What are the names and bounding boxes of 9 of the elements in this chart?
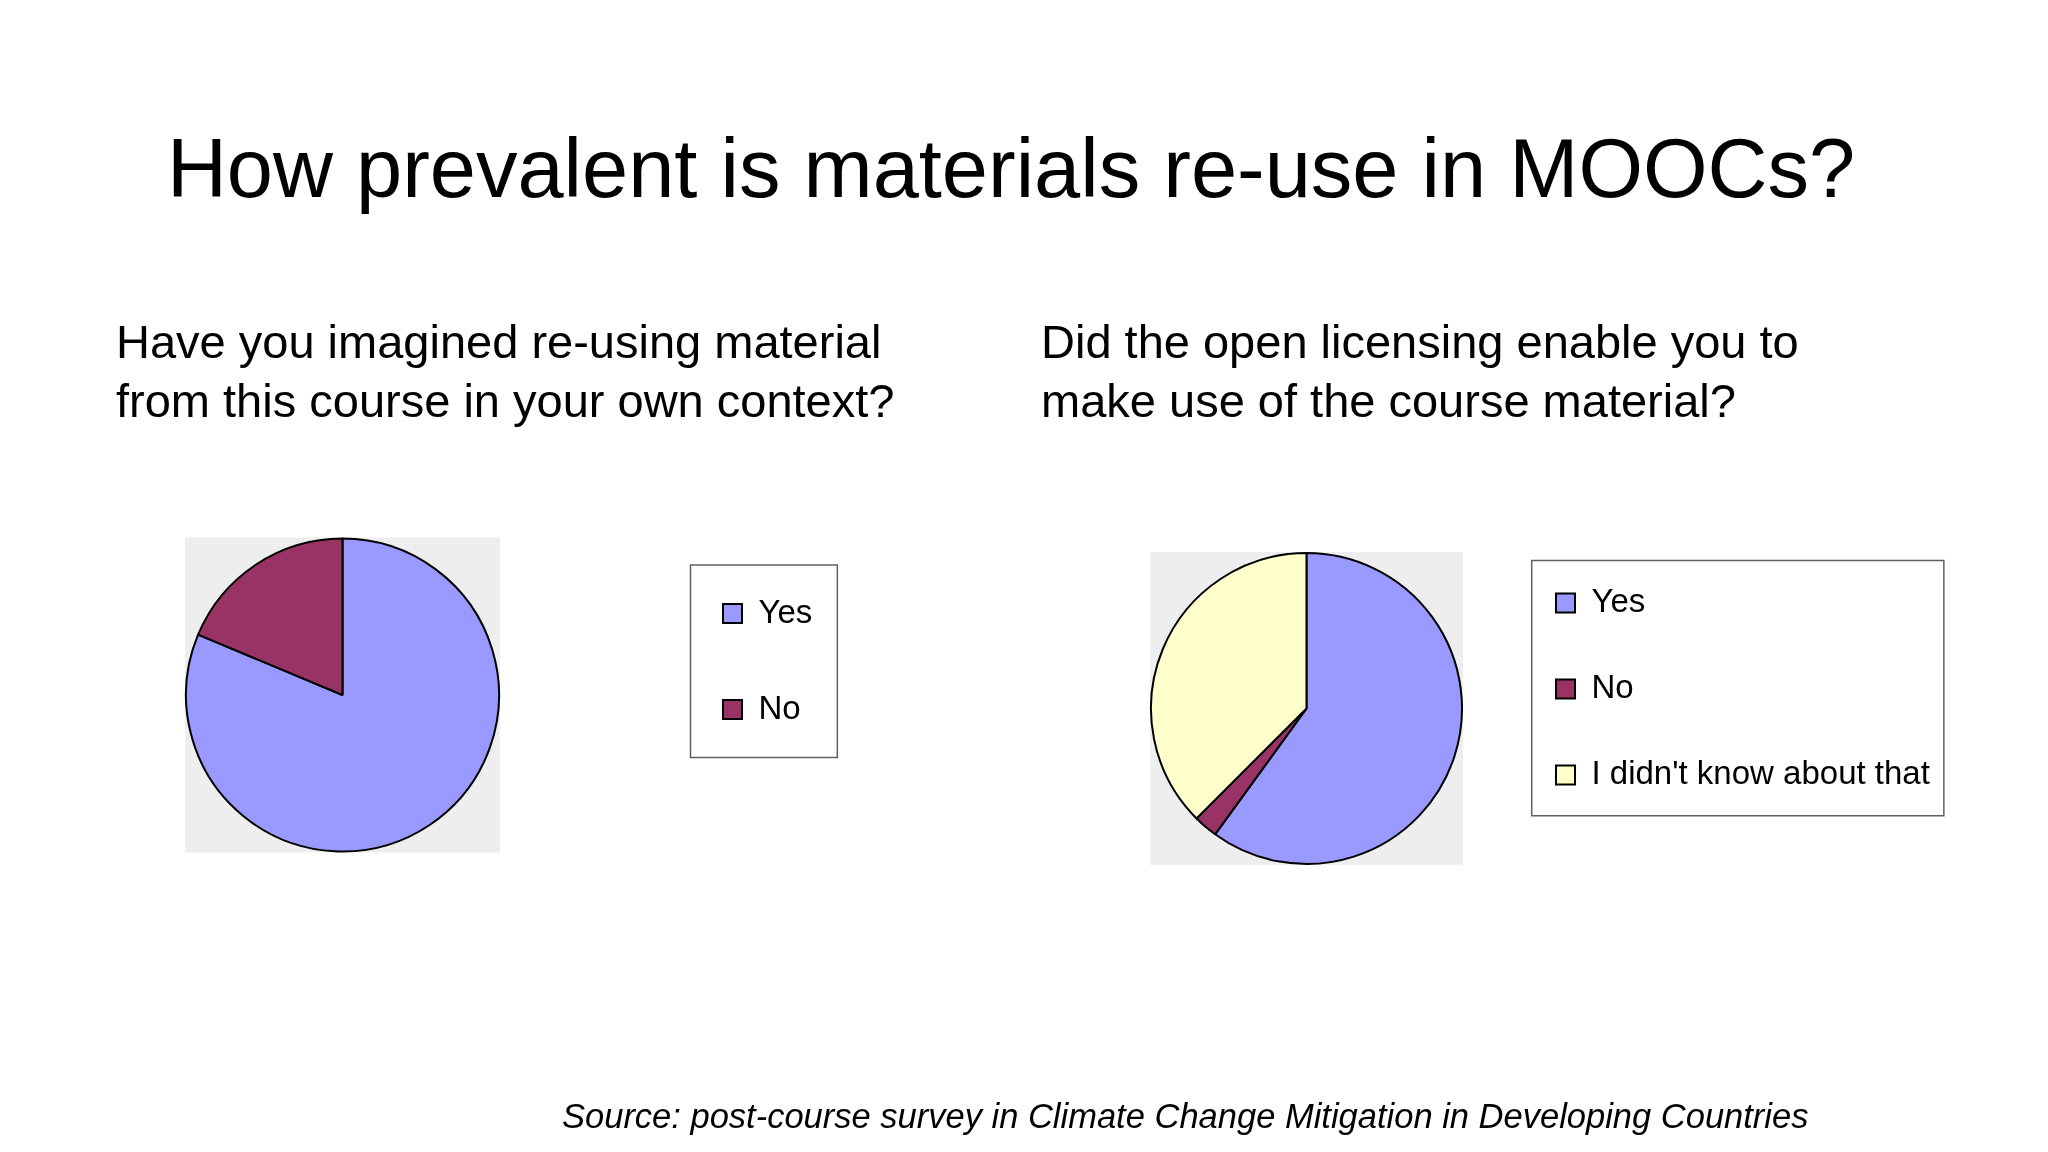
chart-title: Have you imagined re-using material from this course in your own context? (116, 314, 896, 429)
legend-label: No (1591, 668, 1634, 706)
chart-title: Did the open licensing enable you to make use of the course material? (1041, 314, 1800, 429)
legend-label: Yes (758, 592, 813, 630)
text: How prevalent is materials re-use in MOOCs? (165, 122, 1857, 215)
legend-label: I didn't know about that (1591, 754, 1930, 792)
legend-label: No (758, 688, 801, 726)
source-note: Source: post-course survey in Climate Change Mitigation in Developing Countries (562, 1096, 1809, 1135)
legend-label: Yes (1591, 582, 1646, 620)
